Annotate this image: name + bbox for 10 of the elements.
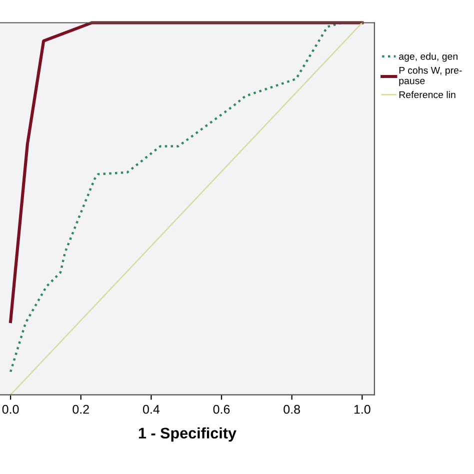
x-tick-label: 0.2 [72, 404, 89, 414]
legend-label: P cohs W, pre- pause [399, 66, 462, 86]
x-tick-label: 0.4 [142, 404, 160, 414]
x-tick-label: 0.0 [2, 404, 19, 414]
x-tick-label: 0.8 [284, 404, 300, 414]
x-tick-label: 1.0 [354, 404, 370, 414]
x-axis-title: 1 - Specificity [138, 427, 236, 442]
legend-label: age, edu, gen [399, 52, 458, 62]
x-tick-label: 0.6 [213, 404, 230, 414]
legend-label: Reference lin [399, 91, 456, 98]
